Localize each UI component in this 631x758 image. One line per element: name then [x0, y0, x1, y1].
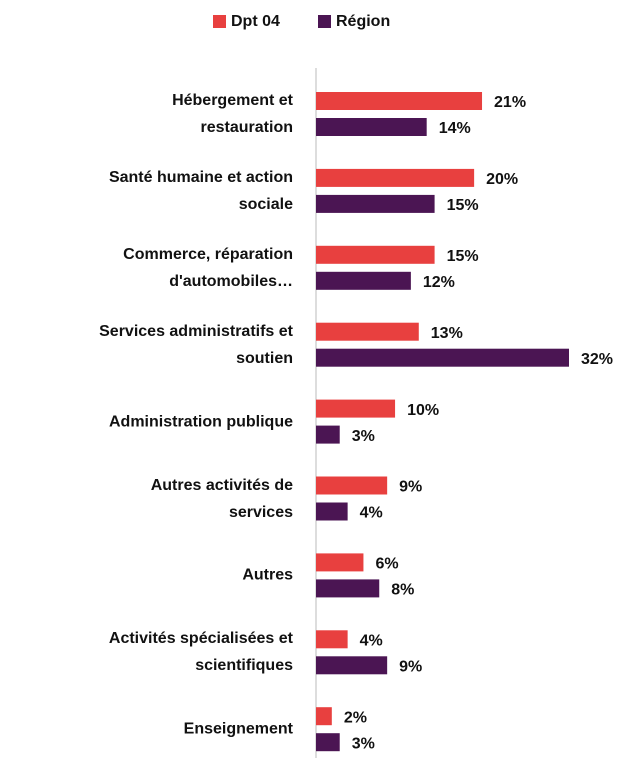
value-label: 14%: [439, 120, 471, 137]
bar: [316, 399, 396, 418]
legend-swatch: [318, 15, 331, 28]
category-label: Activités spécialisées et scientifiques: [108, 630, 293, 675]
value-label: 9%: [399, 659, 422, 676]
category-label: Autres activités de services: [150, 476, 293, 521]
legend-label: Dpt 04: [231, 13, 280, 30]
category-label: Commerce, réparation d'automobiles…: [123, 245, 293, 290]
value-label: 15%: [447, 197, 479, 214]
value-label: 10%: [407, 402, 439, 419]
value-label: 13%: [431, 325, 463, 342]
category-label: Enseignement: [183, 720, 293, 738]
value-label: 32%: [581, 351, 613, 368]
bar: [316, 194, 435, 213]
bar: [316, 322, 419, 341]
category-label: Administration publique: [109, 413, 293, 431]
bar: [316, 476, 388, 495]
category-label: Autres: [242, 566, 293, 584]
value-label: 12%: [423, 274, 455, 291]
value-label: 15%: [447, 248, 479, 265]
bar: [316, 245, 435, 264]
value-label: 3%: [352, 428, 375, 445]
bar: [316, 118, 427, 136]
bar: [316, 707, 332, 726]
legend-swatch: [213, 15, 226, 28]
value-label: 21%: [494, 94, 526, 111]
value-label: 8%: [391, 582, 414, 599]
bar: [316, 656, 388, 675]
value-label: 4%: [360, 505, 383, 522]
value-label: 20%: [486, 171, 518, 188]
value-label: 3%: [352, 735, 375, 752]
bar: [316, 579, 380, 598]
value-label: 4%: [360, 633, 383, 650]
bar: [316, 168, 475, 187]
bar: [316, 733, 340, 752]
value-label: 6%: [375, 556, 398, 573]
bar: [316, 92, 483, 110]
bar: [316, 425, 340, 444]
category-label: Services administratifs et soutien: [99, 322, 293, 367]
bar: [316, 630, 348, 649]
bar: [316, 271, 411, 290]
value-label: 2%: [344, 709, 367, 726]
bar: [316, 553, 364, 572]
category-label: Santé humaine et action sociale: [108, 168, 293, 213]
legend-label: Région: [336, 13, 390, 30]
bar: [316, 348, 569, 367]
value-label: 9%: [399, 479, 422, 496]
bar: [316, 502, 348, 521]
category-label: Hébergement et restauration: [172, 92, 293, 136]
